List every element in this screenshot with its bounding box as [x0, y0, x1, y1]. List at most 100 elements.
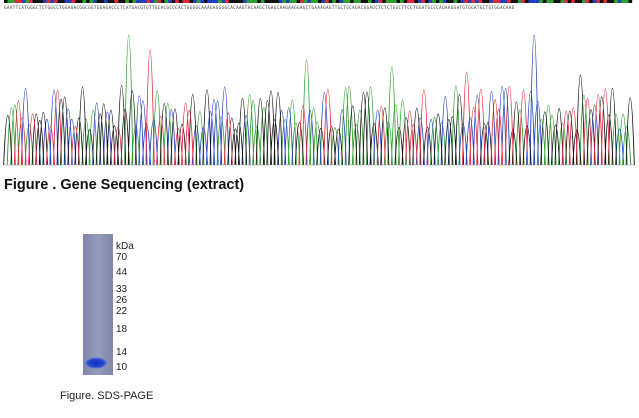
base-call-swatch [285, 0, 290, 3]
base-call-swatch [250, 0, 254, 3]
base-call-swatch [350, 0, 354, 3]
marker-label: 14 [116, 347, 128, 358]
base-call-swatch [599, 0, 604, 3]
base-call-swatch [14, 0, 19, 3]
base-call-swatch [467, 0, 472, 3]
base-call-swatch [75, 0, 80, 3]
base-call-swatch [535, 0, 540, 3]
base-call-swatch [546, 0, 551, 3]
base-call-swatch [221, 0, 226, 3]
base-call-swatch [457, 0, 461, 3]
sds-page-gel-lane [83, 234, 113, 375]
base-call-swatch [89, 0, 94, 3]
base-call-swatch [585, 0, 590, 3]
chromatogram-traces [3, 34, 635, 166]
base-call-swatch [414, 0, 419, 3]
base-call-swatch [36, 0, 40, 3]
base-call-swatch [346, 0, 351, 3]
base-call-swatch [485, 0, 490, 3]
base-call-swatch [46, 0, 51, 3]
base-call-swatch [121, 0, 126, 3]
base-call-swatch [367, 0, 372, 3]
base-call-swatch [246, 0, 251, 3]
base-call-swatch [253, 0, 258, 3]
marker-label: 10 [116, 362, 128, 373]
base-call-swatch [57, 0, 62, 3]
base-call-swatch [392, 0, 397, 3]
base-call-swatch [578, 0, 583, 3]
base-call-swatch [296, 0, 301, 3]
base-call-swatch [7, 0, 12, 3]
base-call-swatch [628, 0, 633, 3]
base-call-swatch [460, 0, 465, 3]
base-call-swatch [624, 0, 629, 3]
base-call-swatch [503, 0, 508, 3]
base-call-swatch [592, 0, 597, 3]
base-call-swatch [218, 0, 222, 3]
base-call-swatch [553, 0, 558, 3]
base-call-swatch [103, 0, 108, 3]
base-call-swatch [32, 0, 37, 3]
base-call-swatch [560, 0, 565, 3]
base-call-swatch [210, 0, 215, 3]
base-call-swatch [150, 0, 155, 3]
base-call-swatch [196, 0, 201, 3]
base-call-swatch [268, 0, 272, 3]
base-call-swatch [100, 0, 105, 3]
base-call-swatch [596, 0, 601, 3]
base-call-swatch [125, 0, 130, 3]
base-call-swatch [364, 0, 369, 3]
base-call-swatch [193, 0, 197, 3]
base-call-swatch [621, 0, 626, 3]
base-call-swatch [118, 0, 122, 3]
base-call-swatch [11, 0, 15, 3]
base-call-swatch [61, 0, 65, 3]
base-call-swatch [328, 0, 333, 3]
base-call-swatch [453, 0, 458, 3]
base-call-swatch [228, 0, 233, 3]
base-call-swatch [93, 0, 97, 3]
base-call-swatch [371, 0, 376, 3]
base-call-swatch [617, 0, 622, 3]
marker-label: 44 [116, 267, 128, 278]
base-call-swatch [514, 0, 519, 3]
base-call-swatch [614, 0, 618, 3]
base-call-swatch [389, 0, 394, 3]
marker-unit-label: kDa [116, 241, 134, 252]
base-call-swatch [18, 0, 23, 3]
base-call-swatch [111, 0, 115, 3]
base-call-swatch [282, 0, 287, 3]
base-call-swatch [446, 0, 451, 3]
base-call-swatch [528, 0, 533, 3]
base-call-swatch [417, 0, 422, 3]
marker-label: 22 [116, 306, 128, 317]
base-call-swatch [39, 0, 44, 3]
base-call-swatch [96, 0, 101, 3]
base-call-swatch [410, 0, 415, 3]
base-call-swatch [71, 0, 76, 3]
base-call-swatch [225, 0, 229, 3]
base-call-swatch [189, 0, 194, 3]
figure-caption-sequencing: Figure . Gene Sequencing (extract) [4, 177, 245, 193]
base-call-swatch [86, 0, 90, 3]
base-call-swatch [339, 0, 344, 3]
base-call-swatch [203, 0, 208, 3]
base-call-swatch [353, 0, 358, 3]
base-call-swatch [557, 0, 561, 3]
base-call-color-strip [4, 0, 633, 3]
trace-c [21, 34, 625, 166]
gel-lane-background [83, 234, 113, 375]
base-call-swatch [407, 0, 411, 3]
base-call-swatch [157, 0, 162, 3]
base-call-swatch [396, 0, 401, 3]
trace-t [13, 49, 610, 166]
base-call-swatch [25, 0, 30, 3]
base-call-swatch [64, 0, 69, 3]
base-call-swatch [235, 0, 240, 3]
base-call-swatch [4, 0, 8, 3]
base-call-swatch [489, 0, 494, 3]
base-call-swatch [303, 0, 308, 3]
base-call-swatch [260, 0, 265, 3]
base-call-swatch [589, 0, 593, 3]
base-call-swatch [153, 0, 158, 3]
